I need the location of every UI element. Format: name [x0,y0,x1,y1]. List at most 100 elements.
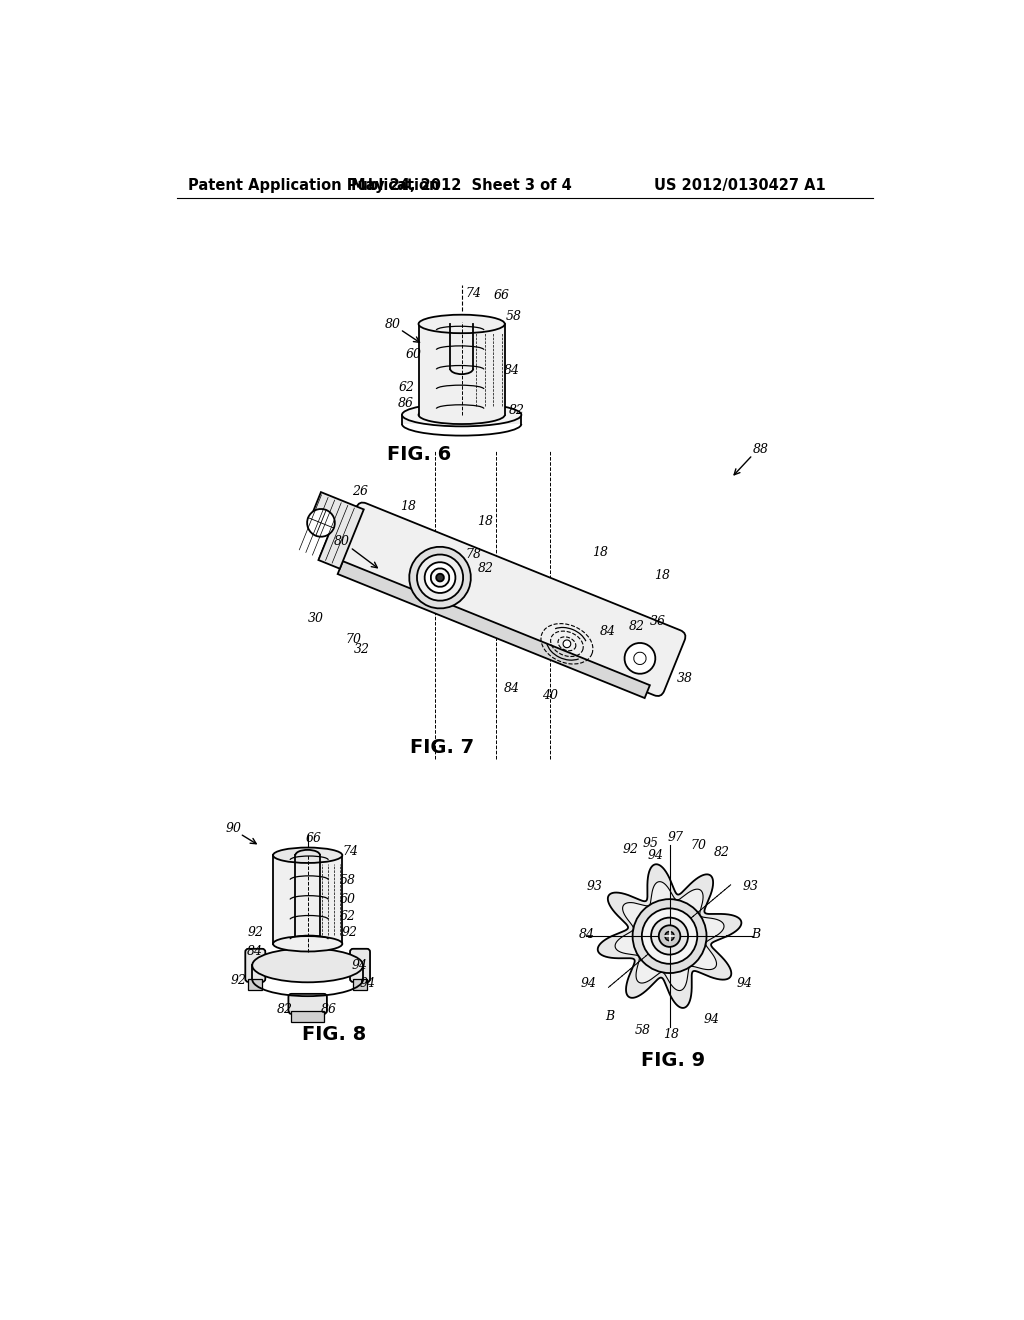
Polygon shape [338,561,650,698]
Text: 90: 90 [225,822,242,834]
Text: 93: 93 [586,879,602,892]
Polygon shape [402,414,521,424]
Polygon shape [598,865,741,1008]
Text: 82: 82 [509,404,525,417]
Circle shape [436,574,443,581]
Circle shape [431,569,450,587]
Text: 92: 92 [230,974,247,987]
Ellipse shape [419,405,505,424]
Text: May 24, 2012  Sheet 3 of 4: May 24, 2012 Sheet 3 of 4 [351,178,572,193]
Text: 78: 78 [465,548,481,561]
Text: 84: 84 [504,363,520,376]
Circle shape [563,640,570,648]
Text: 18: 18 [477,515,493,528]
Text: 93: 93 [742,879,759,892]
Text: 82: 82 [276,1003,293,1016]
Text: 80: 80 [384,318,400,331]
Text: US 2012/0130427 A1: US 2012/0130427 A1 [654,178,826,193]
Circle shape [425,562,456,593]
Text: 94: 94 [581,977,597,990]
Circle shape [665,932,674,941]
Text: 84: 84 [579,928,594,941]
Circle shape [417,554,463,601]
Ellipse shape [419,314,505,333]
Circle shape [651,917,688,954]
Text: 62: 62 [340,911,355,924]
Text: 88: 88 [753,444,768,455]
Text: 18: 18 [664,1028,679,1041]
Text: 40: 40 [543,689,558,702]
Text: 26: 26 [352,484,368,498]
Circle shape [625,643,655,673]
Text: FIG. 9: FIG. 9 [641,1051,706,1071]
Text: 94: 94 [703,1012,720,1026]
Circle shape [658,925,680,946]
Text: 84: 84 [248,945,263,958]
Text: 74: 74 [342,845,358,858]
Text: 92: 92 [248,925,263,939]
Text: 86: 86 [398,397,415,409]
Text: 92: 92 [342,925,358,939]
Text: 60: 60 [406,348,422,362]
Text: 58: 58 [506,310,522,323]
Text: 84: 84 [600,626,616,639]
Ellipse shape [273,936,342,952]
Text: 30: 30 [307,612,324,626]
Polygon shape [615,882,724,990]
FancyBboxPatch shape [246,949,265,982]
Polygon shape [273,855,342,944]
Circle shape [642,908,697,964]
Circle shape [634,652,646,664]
Text: 80: 80 [334,536,350,548]
Text: 66: 66 [306,832,322,845]
Text: FIG. 6: FIG. 6 [387,445,452,465]
Text: 95: 95 [642,837,658,850]
Text: 60: 60 [340,892,355,906]
Polygon shape [353,979,367,990]
FancyBboxPatch shape [289,994,327,1014]
Text: 94: 94 [737,977,753,990]
Text: 74: 74 [465,286,481,300]
Text: B: B [605,1010,614,1023]
Text: 94: 94 [359,977,376,990]
Circle shape [633,899,707,973]
Text: 70: 70 [691,838,707,851]
Polygon shape [313,492,364,569]
Circle shape [410,546,471,609]
Text: 82: 82 [629,620,645,634]
Text: B: B [752,928,761,941]
Text: 32: 32 [353,643,370,656]
Text: 38: 38 [677,672,693,685]
Text: 18: 18 [399,500,416,513]
Text: 36: 36 [650,615,666,628]
Text: Patent Application Publication: Patent Application Publication [188,178,440,193]
Text: 94: 94 [352,958,368,972]
Circle shape [307,510,335,537]
Text: 70: 70 [346,634,361,647]
Text: 58: 58 [635,1023,650,1036]
Text: 92: 92 [623,843,639,857]
Text: 58: 58 [340,874,355,887]
Text: 62: 62 [398,381,415,395]
Polygon shape [419,323,505,414]
Polygon shape [292,933,324,945]
FancyBboxPatch shape [335,503,685,696]
Polygon shape [292,1011,324,1022]
Text: 86: 86 [322,1003,337,1016]
Ellipse shape [402,404,521,426]
Text: 82: 82 [714,846,730,859]
Text: FIG. 8: FIG. 8 [302,1026,367,1044]
Ellipse shape [252,948,364,982]
Text: 94: 94 [648,849,664,862]
Text: FIG. 7: FIG. 7 [411,738,474,756]
Polygon shape [249,979,262,990]
Text: 18: 18 [592,546,608,560]
FancyBboxPatch shape [289,917,327,937]
Text: 66: 66 [494,289,510,302]
Text: 84: 84 [504,681,520,694]
Ellipse shape [273,847,342,863]
Text: 18: 18 [654,569,670,582]
Text: 82: 82 [478,561,495,574]
Text: 97: 97 [668,832,684,843]
FancyBboxPatch shape [350,949,370,982]
